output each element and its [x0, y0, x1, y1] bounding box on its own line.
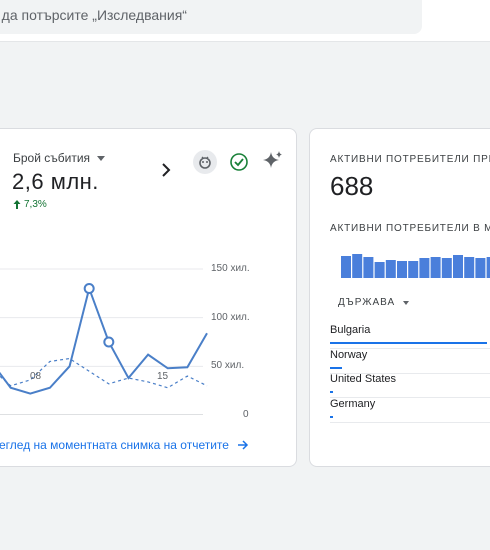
sparkle-icon[interactable]	[261, 149, 285, 173]
minute-bar[interactable]	[352, 254, 363, 278]
data-point-marker[interactable]	[83, 282, 95, 294]
minute-bar[interactable]	[341, 256, 351, 278]
country-row[interactable]: Bulgaria	[330, 324, 490, 349]
search-placeholder: е да потърсите „Изследвания“	[0, 7, 187, 23]
minute-bar[interactable]	[419, 258, 430, 278]
dimension-label: ДЪРЖАВА	[338, 297, 396, 308]
country-row[interactable]: United States	[330, 373, 490, 398]
country-name: United States	[330, 373, 397, 385]
country-name: Bulgaria	[330, 324, 371, 336]
arrow-up-icon	[13, 200, 21, 209]
minute-bar[interactable]	[397, 261, 407, 278]
per-minute-bar-chart	[341, 254, 490, 278]
events-card: Брой събития 2,6 млн. 7,3% еглед на моме…	[0, 128, 297, 467]
dimension-selector[interactable]: ДЪРЖАВА	[338, 297, 410, 308]
minute-bar[interactable]	[363, 257, 374, 278]
x-tick-label: 15	[157, 371, 169, 382]
dropdown-icon	[97, 155, 106, 161]
insights-icon[interactable]	[193, 150, 217, 174]
search-box[interactable]: е да потърсите „Изследвания“	[0, 0, 422, 34]
previous-period-line	[0, 357, 208, 389]
minute-bar[interactable]	[385, 260, 396, 278]
arrow-right-icon	[237, 440, 249, 450]
realtime-title: АКТИВНИ ПОТРЕБИТЕЛИ ПРЕЗ	[330, 154, 490, 165]
data-point-marker[interactable]	[103, 336, 115, 348]
x-tick-label: 08	[30, 371, 42, 382]
minute-bar[interactable]	[475, 258, 486, 278]
view-snapshot-label: еглед на моментната снимка на отчетите	[0, 438, 229, 452]
country-share-bar	[330, 391, 334, 393]
events-line-chart	[0, 268, 208, 415]
metric-selector[interactable]: Брой събития	[13, 151, 106, 165]
metric-value: 2,6 млн.	[12, 169, 99, 194]
minute-bar[interactable]	[430, 257, 441, 278]
y-tick-label: 0	[243, 409, 249, 421]
minute-bar[interactable]	[374, 262, 385, 278]
country-name: Norway	[330, 348, 368, 361]
y-tick-label: 150 хил.	[211, 263, 250, 274]
minute-bar[interactable]	[464, 257, 475, 278]
country-share-bar	[330, 342, 487, 344]
minute-bar[interactable]	[441, 258, 452, 278]
view-snapshot-link[interactable]: еглед на моментната снимка на отчетите	[0, 438, 249, 452]
country-row[interactable]: Germany	[330, 398, 490, 423]
metric-change: 7,3%	[13, 199, 47, 210]
realtime-value: 688	[330, 171, 374, 201]
chevron-right-icon[interactable]	[161, 163, 171, 177]
country-name: Germany	[330, 397, 376, 410]
metric-change-value: 7,3%	[24, 199, 47, 210]
current-period-line	[0, 285, 208, 395]
country-row[interactable]: Norway	[330, 349, 490, 374]
check-circle-icon[interactable]	[227, 150, 251, 174]
country-share-bar	[330, 366, 342, 369]
metric-label: Брой събития	[13, 151, 91, 165]
y-tick-label: 50 хил.	[211, 360, 245, 372]
realtime-users-card: АКТИВНИ ПОТРЕБИТЕЛИ ПРЕЗ 688 АКТИВНИ ПОТ…	[309, 128, 490, 467]
minute-bar[interactable]	[486, 257, 490, 278]
minute-bar[interactable]	[408, 261, 419, 278]
country-share-bar	[330, 415, 334, 418]
minute-bar[interactable]	[453, 255, 463, 278]
y-tick-label: 100 хил.	[211, 311, 250, 323]
dropdown-icon	[403, 300, 410, 305]
realtime-subtitle: АКТИВНИ ПОТРЕБИТЕЛИ В МИ	[330, 223, 490, 234]
top-bar: е да потърсите „Изследвания“	[0, 0, 490, 42]
